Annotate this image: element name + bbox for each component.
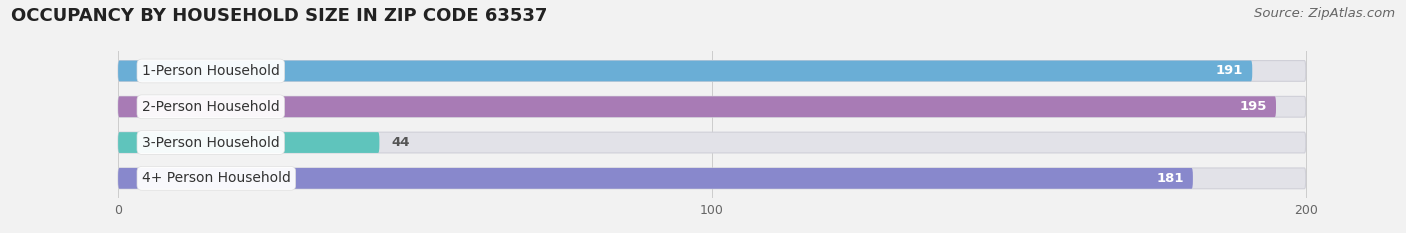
- Text: 4+ Person Household: 4+ Person Household: [142, 171, 291, 185]
- FancyBboxPatch shape: [118, 96, 1306, 117]
- FancyBboxPatch shape: [118, 61, 1306, 81]
- Text: Source: ZipAtlas.com: Source: ZipAtlas.com: [1254, 7, 1395, 20]
- FancyBboxPatch shape: [118, 168, 1306, 189]
- FancyBboxPatch shape: [118, 132, 380, 153]
- FancyBboxPatch shape: [118, 96, 1277, 117]
- Text: 195: 195: [1240, 100, 1267, 113]
- Text: OCCUPANCY BY HOUSEHOLD SIZE IN ZIP CODE 63537: OCCUPANCY BY HOUSEHOLD SIZE IN ZIP CODE …: [11, 7, 547, 25]
- Text: 191: 191: [1216, 65, 1243, 77]
- Text: 181: 181: [1157, 172, 1184, 185]
- FancyBboxPatch shape: [118, 132, 1306, 153]
- FancyBboxPatch shape: [118, 61, 1253, 81]
- FancyBboxPatch shape: [118, 168, 1192, 189]
- Text: 2-Person Household: 2-Person Household: [142, 100, 280, 114]
- Text: 44: 44: [391, 136, 409, 149]
- Text: 3-Person Household: 3-Person Household: [142, 136, 280, 150]
- Text: 1-Person Household: 1-Person Household: [142, 64, 280, 78]
